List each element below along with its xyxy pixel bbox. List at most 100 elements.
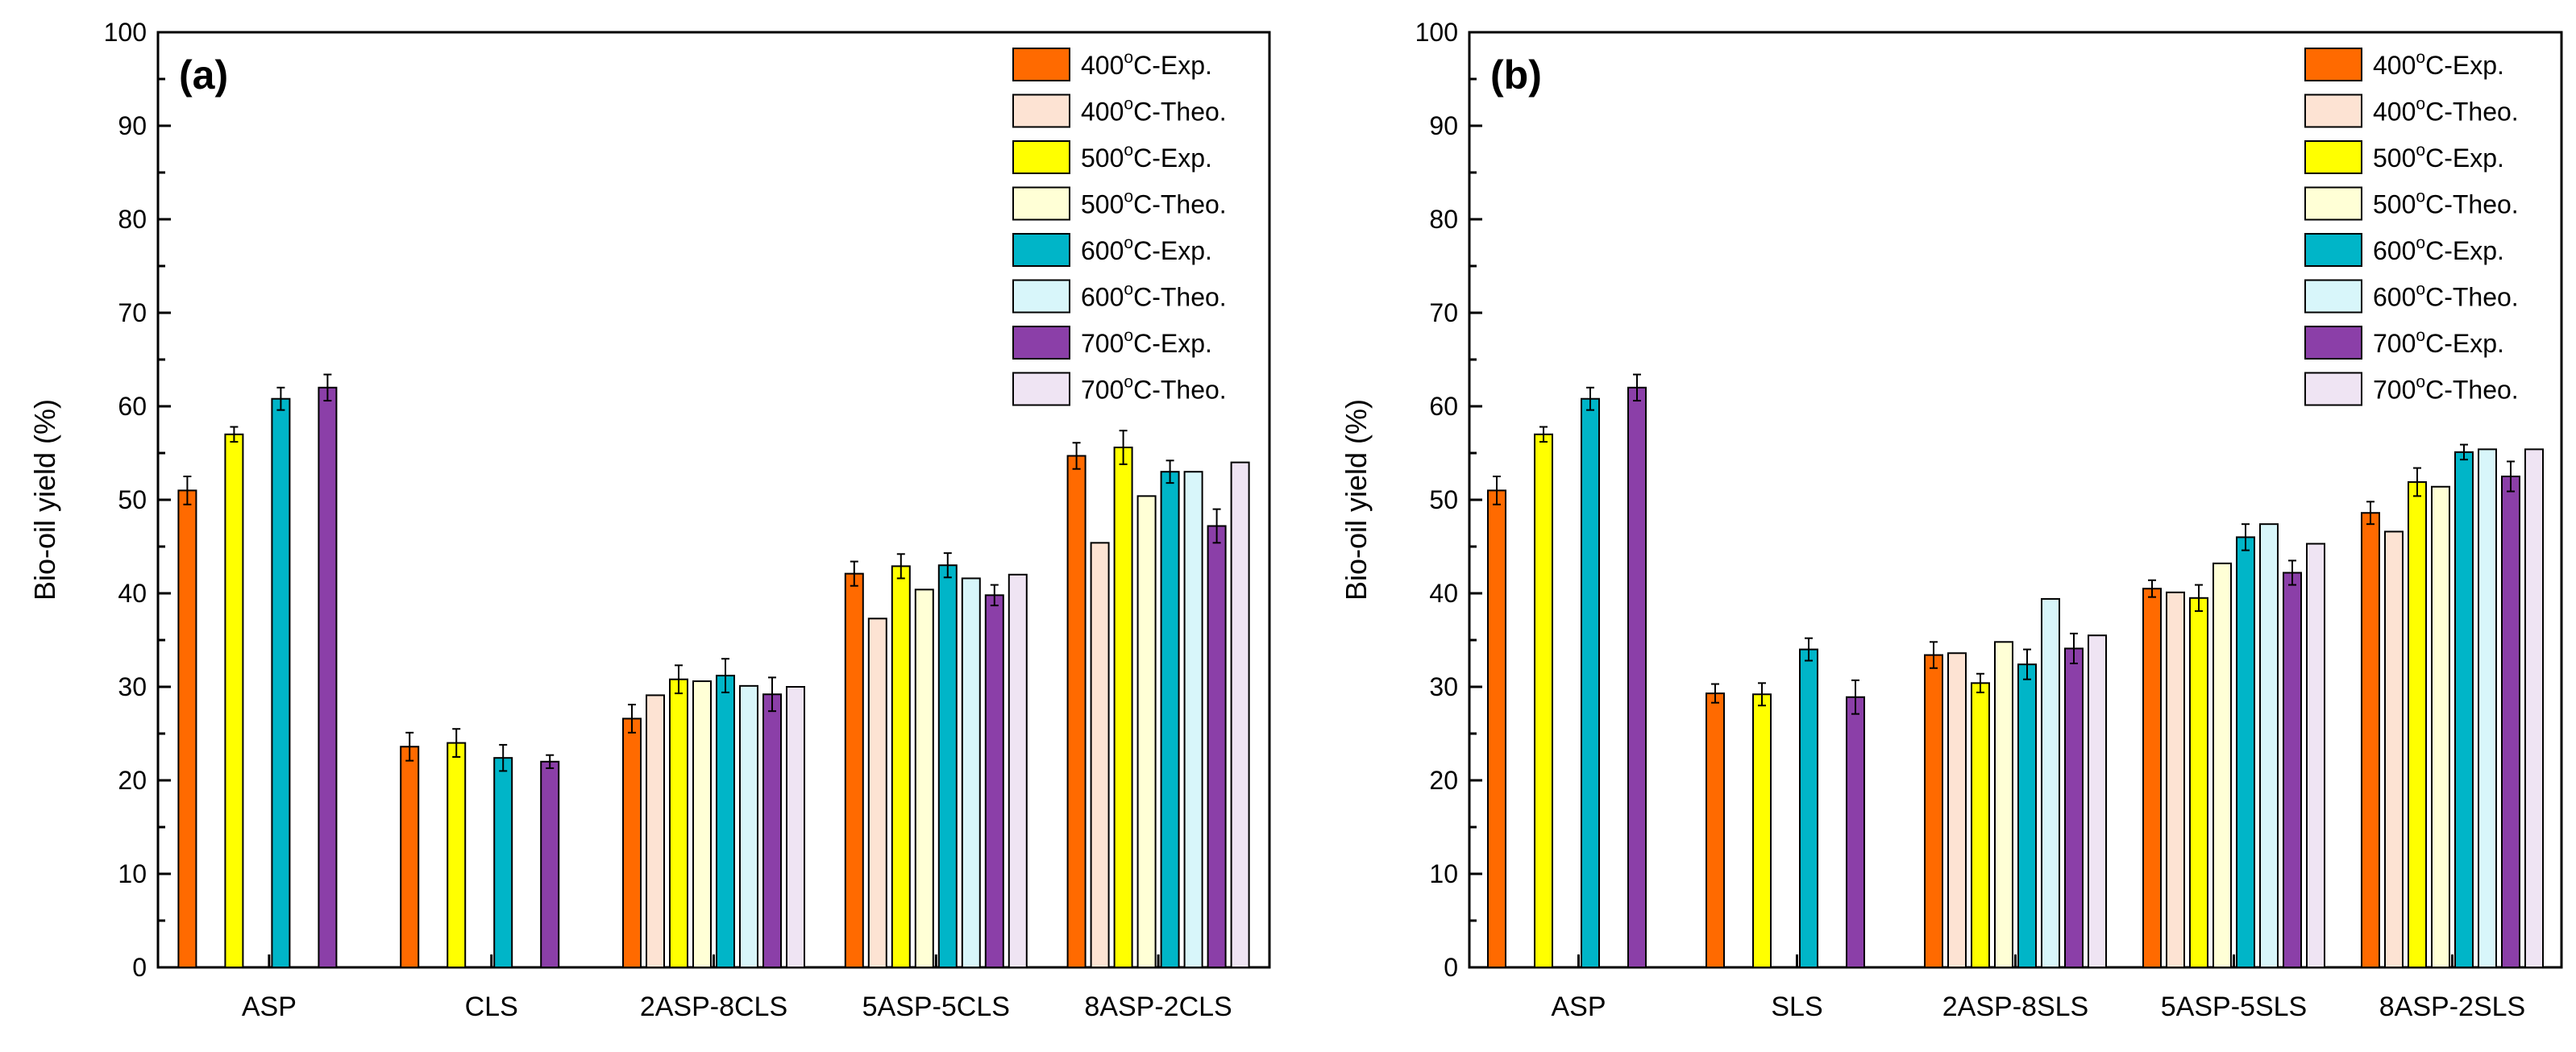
y-tick-label: 40 <box>118 579 147 608</box>
bar-500-exp-asp <box>1534 433 1553 968</box>
x-tick-label: ASP <box>1551 992 1606 1022</box>
bar-400-exp-8asp-2cls <box>1066 455 1086 968</box>
legend-entry: 500oC-Theo. <box>2373 188 2519 219</box>
legend-temp: 400 <box>2373 51 2416 80</box>
bar-700-theo-8asp-2cls <box>1230 461 1250 968</box>
bar-600-theo-8asp-2cls <box>1183 471 1203 968</box>
bar-600-exp-8asp-2sls <box>2454 451 2474 968</box>
bar-600-exp-asp <box>1581 397 1600 969</box>
bar-700-exp-5asp-5sls <box>2283 572 2302 968</box>
legend-degree: o <box>2416 373 2425 392</box>
y-tick-label: 80 <box>1429 205 1458 234</box>
bar-700-exp-2asp-8cls <box>762 693 782 969</box>
bar-500-exp-8asp-2sls <box>2408 480 2427 968</box>
x-tick-label: 8ASP-2CLS <box>1084 992 1232 1022</box>
legend-suffix: C-Theo. <box>1133 283 1227 312</box>
legend-suffix: C-Exp. <box>1133 236 1212 265</box>
legend-suffix: C-Theo. <box>1133 98 1227 127</box>
bar-600-exp-5asp-5sls <box>2236 536 2255 968</box>
bar-400-theo-2asp-8cls <box>646 694 665 968</box>
legend-suffix: C-Exp. <box>1133 143 1212 173</box>
legend-temp: 500 <box>2373 190 2416 219</box>
x-tick-label: 2ASP-8CLS <box>640 992 787 1022</box>
legend-swatch <box>2304 372 2362 406</box>
legend: 400oC-Exp.400oC-Theo.500oC-Exp.500oC-The… <box>2304 48 2519 406</box>
bar-700-exp-cls <box>540 760 560 968</box>
bar-600-exp-sls <box>1799 648 1818 968</box>
legend-swatch <box>2304 186 2362 221</box>
bar-700-theo-8asp-2sls <box>2524 448 2544 968</box>
legend-suffix: C-Exp. <box>2425 329 2504 358</box>
y-tick-label: 30 <box>118 672 147 701</box>
legend-suffix: C-Theo. <box>1133 376 1227 405</box>
bar-700-exp-2asp-8sls <box>2064 647 2084 968</box>
bar-600-exp-asp <box>271 397 291 969</box>
bar-700-exp-8asp-2sls <box>2501 476 2520 968</box>
bar-700-exp-asp <box>1627 386 1647 968</box>
bar-500-theo-2asp-8sls <box>1994 641 2013 968</box>
legend-swatch <box>1012 326 1070 360</box>
bar-400-theo-2asp-8sls <box>1947 652 1967 968</box>
legend-swatch <box>1012 372 1070 406</box>
bar-400-exp-8asp-2sls <box>2361 512 2380 968</box>
legend-suffix: C-Exp. <box>2425 51 2504 80</box>
legend-entry: 600oC-Theo. <box>2373 281 2519 312</box>
legend-suffix: C-Theo. <box>2425 283 2519 312</box>
x-tick-label: 2ASP-8SLS <box>1942 992 2088 1022</box>
y-tick-label: 60 <box>1429 392 1458 421</box>
x-tick-label: ASP <box>242 992 297 1022</box>
y-tick-label: 30 <box>1429 672 1458 701</box>
legend-degree: o <box>2416 48 2425 67</box>
legend-entry: 400oC-Theo. <box>1081 95 1227 127</box>
y-tick-label: 70 <box>118 298 147 327</box>
bar-500-theo-2asp-8cls <box>692 680 712 968</box>
legend-entry: 700oC-Theo. <box>1081 373 1227 405</box>
x-tick-label: 8ASP-2SLS <box>2379 992 2525 1022</box>
legend-degree: o <box>1124 48 1133 67</box>
bar-500-theo-8asp-2cls <box>1136 495 1157 968</box>
y-tick-label: 10 <box>1429 859 1458 888</box>
bar-500-exp-2asp-8sls <box>1971 682 1990 968</box>
legend-suffix: C-Exp. <box>1133 51 1212 80</box>
legend-entry: 400oC-Theo. <box>2373 95 2519 127</box>
bar-600-theo-2asp-8cls <box>739 684 758 969</box>
legend-swatch <box>1012 140 1070 174</box>
bar-500-theo-5asp-5sls <box>2212 562 2232 968</box>
y-tick-label: 80 <box>118 205 147 234</box>
y-tick-label: 50 <box>1429 485 1458 514</box>
bar-400-exp-asp <box>177 489 197 968</box>
legend-temp: 500 <box>1081 143 1124 173</box>
legend-degree: o <box>2416 188 2425 206</box>
legend-swatch <box>2304 279 2362 314</box>
y-tick-label: 90 <box>118 111 147 140</box>
legend-degree: o <box>1124 141 1133 160</box>
chart-panel-b: 0 10 20 30 40 50 60 70 80 90 100 Bio-oil yield (%) (… <box>1340 18 2563 1022</box>
bar-400-exp-5asp-5cls <box>844 572 864 968</box>
bar-700-exp-8asp-2cls <box>1207 525 1227 968</box>
bar-500-exp-8asp-2cls <box>1113 447 1133 968</box>
legend-temp: 600 <box>2373 283 2416 312</box>
legend-suffix: C-Theo. <box>2425 98 2519 127</box>
bar-700-theo-5asp-5cls <box>1008 573 1028 968</box>
legend-swatch <box>1012 233 1070 267</box>
bar-700-theo-5asp-5sls <box>2306 543 2325 968</box>
bar-500-exp-sls <box>1752 693 1772 969</box>
legend-degree: o <box>2416 281 2425 299</box>
legend-temp: 700 <box>1081 376 1124 405</box>
bar-400-theo-5asp-5cls <box>867 617 887 968</box>
bar-500-theo-5asp-5cls <box>914 588 934 968</box>
legend-degree: o <box>1124 373 1133 392</box>
legend-temp: 500 <box>2373 143 2416 173</box>
legend-degree: o <box>1124 281 1133 299</box>
y-tick-label: 20 <box>118 766 147 795</box>
legend-entry: 700oC-Theo. <box>2373 373 2519 405</box>
legend-entry: 600oC-Theo. <box>1081 281 1227 312</box>
legend-swatch <box>2304 48 2362 81</box>
x-tick-label: SLS <box>1771 992 1822 1022</box>
bar-700-exp-5asp-5cls <box>984 594 1004 968</box>
x-tick-label: 5ASP-5CLS <box>862 992 1010 1022</box>
bar-400-theo-8asp-2sls <box>2384 530 2404 968</box>
y-tick-label: 40 <box>1429 579 1458 608</box>
